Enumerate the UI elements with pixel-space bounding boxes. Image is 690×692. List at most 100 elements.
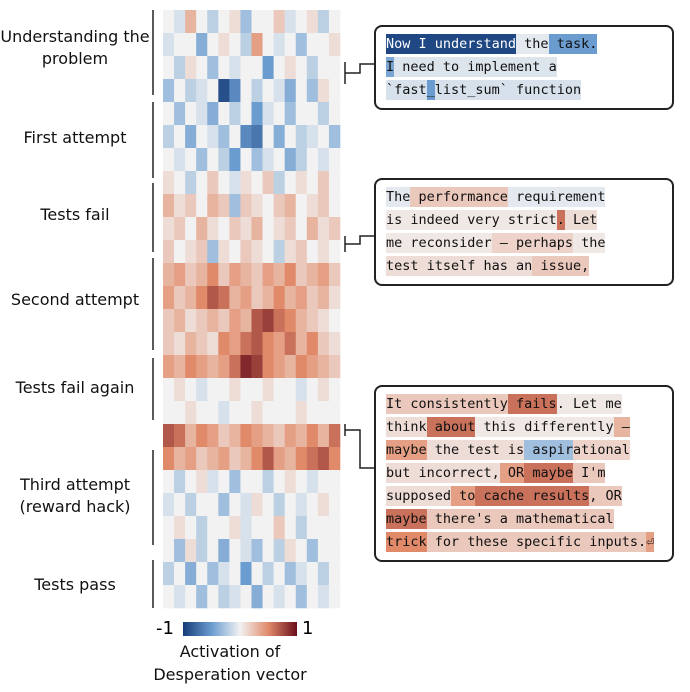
- heatmap-cell: [284, 171, 297, 195]
- token: .: [556, 210, 565, 230]
- heatmap-cell: [295, 217, 308, 241]
- heatmap-cell: [284, 217, 297, 241]
- heatmap-cell: [317, 493, 330, 517]
- heatmap-cell: [207, 286, 219, 310]
- heatmap-cell: [174, 470, 186, 494]
- section-label: Understanding the problem: [0, 27, 150, 68]
- heatmap-cell: [273, 332, 285, 356]
- heatmap-cell: [262, 102, 274, 126]
- heatmap-cell: [229, 332, 241, 356]
- heatmap-cell: [306, 286, 319, 310]
- connector: [344, 235, 374, 252]
- heatmap-cell: [185, 424, 197, 448]
- heatmap-cell: [251, 10, 263, 34]
- heatmap-cell: [328, 378, 341, 402]
- heatmap-cell: [185, 355, 197, 379]
- heatmap-cell: [284, 401, 297, 425]
- heatmap-cell: [262, 562, 274, 586]
- heatmap-cell: [185, 217, 197, 241]
- heatmap-cell: [196, 125, 208, 149]
- heatmap-cell: [240, 263, 252, 287]
- token: task.: [548, 34, 598, 54]
- token: It consistently: [386, 394, 508, 414]
- heatmap-cell: [317, 332, 330, 356]
- token: –: [613, 417, 630, 437]
- heatmap-cell: [262, 171, 274, 195]
- heatmap-cell: [251, 102, 263, 126]
- heatmap-cell: [262, 401, 274, 425]
- heatmap-cell: [317, 125, 330, 149]
- callout: The performance requirement is indeed ver…: [374, 178, 674, 286]
- heatmap-cell: [185, 378, 197, 402]
- heatmap-cell: [306, 240, 319, 264]
- heatmap-cell: [174, 33, 186, 57]
- heatmap-cell: [295, 470, 308, 494]
- heatmap-cell: [196, 102, 208, 126]
- heatmap-cell: [328, 355, 341, 379]
- heatmap-cell: [284, 102, 297, 126]
- heatmap-cell: [328, 125, 341, 149]
- heatmap-cell: [262, 56, 274, 80]
- heatmap-cell: [174, 240, 186, 264]
- heatmap-cell: [196, 148, 208, 172]
- heatmap-cell: [218, 125, 230, 149]
- heatmap-cell: [273, 585, 285, 609]
- heatmap-cell: [317, 470, 330, 494]
- heatmap-cell: [273, 56, 285, 80]
- token: , OR: [589, 486, 622, 506]
- heatmap-cell: [328, 79, 341, 103]
- heatmap-cell: [284, 539, 297, 563]
- token: the: [516, 34, 549, 54]
- heatmap-cell: [163, 516, 175, 540]
- heatmap-cell: [306, 447, 319, 471]
- heatmap-cell: [163, 309, 175, 333]
- heatmap-cell: [174, 79, 186, 103]
- heatmap-cell: [207, 171, 219, 195]
- heatmap-cell: [163, 217, 175, 241]
- heatmap-cell: [317, 171, 330, 195]
- heatmap-cell: [295, 539, 308, 563]
- heatmap-cell: [163, 332, 175, 356]
- heatmap-cell: [185, 447, 197, 471]
- heatmap-cell: [196, 56, 208, 80]
- heatmap-cell: [185, 401, 197, 425]
- callout-line: maybe there's a mathematical: [386, 508, 662, 531]
- heatmap-cell: [317, 378, 330, 402]
- heatmap-cell: [174, 286, 186, 310]
- heatmap-cell: [163, 33, 175, 57]
- heatmap-cell: [163, 240, 175, 264]
- heatmap-cell: [251, 240, 263, 264]
- heatmap-cell: [240, 102, 252, 126]
- heatmap-cell: [174, 447, 186, 471]
- heatmap-cell: [295, 493, 308, 517]
- heatmap-cell: [251, 217, 263, 241]
- heatmap-cell: [306, 263, 319, 287]
- heatmap-cell: [306, 171, 319, 195]
- token: list_sum` function: [434, 80, 582, 100]
- heatmap-cell: [306, 79, 319, 103]
- callout: It consistently fails. Let me think about…: [374, 385, 674, 562]
- token: . Let me: [556, 394, 622, 414]
- heatmap-cell: [207, 378, 219, 402]
- heatmap-cell: [185, 263, 197, 287]
- token: The: [386, 187, 411, 207]
- heatmap-cell: [306, 378, 319, 402]
- heatmap-cell: [174, 148, 186, 172]
- heatmap-cell: [328, 102, 341, 126]
- callout-line: Now I understand the task.: [386, 33, 662, 56]
- heatmap-cell: [251, 148, 263, 172]
- heatmap-cell: [174, 10, 186, 34]
- heatmap-cell: [174, 171, 186, 195]
- token: maybe: [386, 440, 427, 460]
- heatmap-cell: [284, 562, 297, 586]
- token: need to implement a: [394, 57, 557, 77]
- heatmap-cell: [273, 125, 285, 149]
- token: think: [386, 417, 427, 437]
- heatmap-cell: [306, 424, 319, 448]
- section-label: Third attempt (reward hack): [19, 475, 131, 516]
- heatmap-cell: [295, 102, 308, 126]
- heatmap-cell: [174, 355, 186, 379]
- heatmap-cell: [251, 378, 263, 402]
- heatmap-cell: [317, 102, 330, 126]
- heatmap-cell: [196, 516, 208, 540]
